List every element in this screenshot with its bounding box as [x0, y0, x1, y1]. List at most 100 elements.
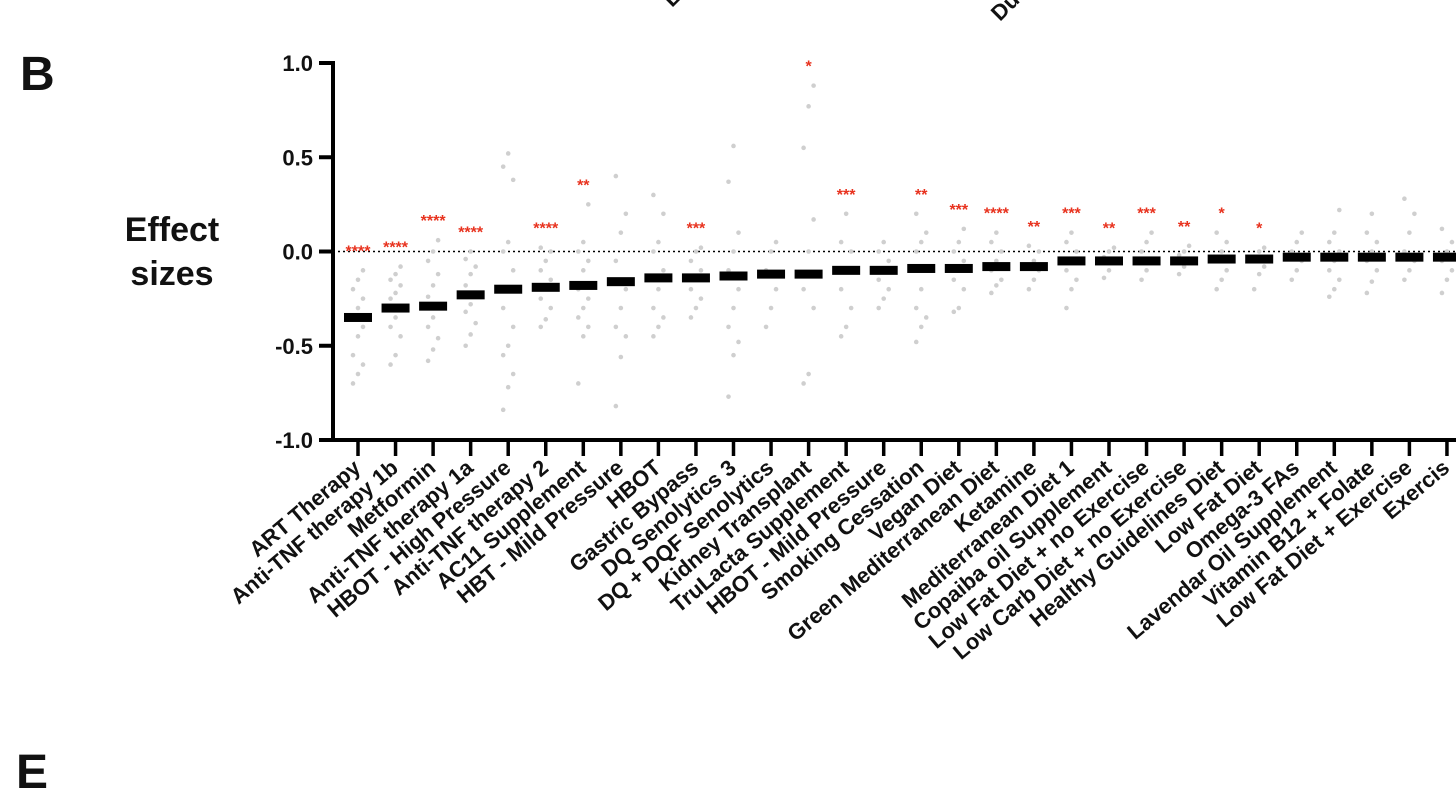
- data-point: [1439, 226, 1445, 232]
- data-point: [1294, 239, 1300, 245]
- data-point: [1139, 249, 1144, 254]
- data-point: [1332, 286, 1337, 292]
- data-point: [500, 249, 506, 254]
- data-point: [999, 249, 1004, 254]
- data-point: [430, 249, 436, 254]
- median-bar: [569, 280, 598, 290]
- data-point: [1412, 211, 1417, 217]
- data-point: [726, 268, 731, 273]
- data-point: [811, 83, 816, 88]
- data-point: [773, 239, 779, 245]
- significance-marker: **: [1028, 219, 1041, 236]
- data-point: [693, 305, 699, 311]
- significance-marker: ***: [687, 221, 706, 238]
- data-point: [581, 305, 586, 311]
- data-point: [613, 173, 619, 179]
- data-point: [913, 305, 919, 311]
- data-point: [731, 305, 736, 311]
- y-tick-label: -0.5: [275, 334, 313, 359]
- data-point: [806, 249, 811, 254]
- data-point: [661, 211, 666, 217]
- significance-marker: ***: [1137, 206, 1156, 223]
- data-point: [651, 249, 656, 254]
- data-point: [876, 277, 881, 283]
- median-bar: [531, 282, 560, 292]
- data-point: [951, 277, 957, 283]
- data-point: [425, 258, 431, 264]
- data-point: [1219, 249, 1224, 254]
- data-point: [473, 320, 478, 326]
- data-point: [468, 271, 473, 277]
- data-point: [1337, 277, 1342, 283]
- data-point: [1176, 271, 1182, 277]
- data-point: [1074, 277, 1079, 283]
- data-point: [350, 381, 356, 386]
- data-point: [811, 217, 816, 222]
- data-point: [881, 239, 886, 245]
- data-point: [918, 239, 924, 245]
- data-point: [576, 315, 581, 320]
- data-point: [1327, 268, 1332, 273]
- data-point: [500, 407, 506, 413]
- significance-marker: **: [1103, 221, 1116, 238]
- data-point: [989, 239, 994, 245]
- data-point: [1374, 239, 1380, 245]
- data-point: [951, 249, 957, 254]
- data-point: [425, 358, 431, 364]
- data-point: [1031, 277, 1037, 283]
- data-point: [435, 237, 441, 243]
- data-point: [1449, 239, 1455, 245]
- data-point: [688, 315, 694, 320]
- data-point: [1176, 252, 1182, 258]
- data-point: [1214, 286, 1219, 292]
- data-point: [989, 290, 994, 296]
- data-point: [1251, 286, 1257, 292]
- data-point: [651, 305, 656, 311]
- data-point: [1064, 268, 1069, 273]
- data-point: [388, 277, 393, 283]
- data-point: [435, 271, 441, 277]
- data-point: [773, 286, 779, 292]
- data-point: [1364, 230, 1370, 235]
- data-point: [1402, 277, 1407, 283]
- data-point: [388, 362, 393, 367]
- data-point: [736, 230, 741, 235]
- data-point: [425, 324, 431, 330]
- data-point: [1332, 230, 1337, 235]
- data-point: [999, 277, 1004, 283]
- median-bar: [494, 284, 523, 294]
- significance-marker: **: [1178, 219, 1191, 236]
- data-point: [1289, 277, 1295, 283]
- data-point: [543, 317, 549, 322]
- data-point: [1439, 290, 1445, 296]
- data-point: [1026, 286, 1032, 292]
- data-point: [913, 249, 919, 254]
- data-point: [398, 283, 403, 288]
- data-point: [463, 283, 468, 288]
- y-axis-ticks: 1.0 0.5 0.0 -0.5 -1.0: [275, 51, 333, 453]
- data-point: [388, 324, 393, 330]
- data-point: [1069, 230, 1074, 235]
- data-point: [510, 371, 516, 377]
- data-point: [505, 343, 511, 349]
- median-bar: [1320, 252, 1349, 262]
- data-point: [1444, 277, 1450, 283]
- data-point: [651, 192, 656, 198]
- data-point: [951, 309, 957, 315]
- data-point: [661, 315, 666, 320]
- data-point: [698, 268, 704, 273]
- data-point: [656, 324, 661, 330]
- data-point: [768, 305, 774, 311]
- data-point: [1337, 249, 1342, 254]
- data-point: [726, 394, 731, 399]
- median-bar: [1019, 262, 1048, 272]
- data-point: [994, 258, 999, 264]
- data-point: [538, 268, 544, 273]
- data-point: [811, 305, 816, 311]
- data-point: [586, 202, 591, 207]
- data-point: [1374, 268, 1380, 273]
- data-point: [350, 352, 356, 358]
- median-bar: [719, 271, 748, 281]
- median-bar: [644, 273, 673, 283]
